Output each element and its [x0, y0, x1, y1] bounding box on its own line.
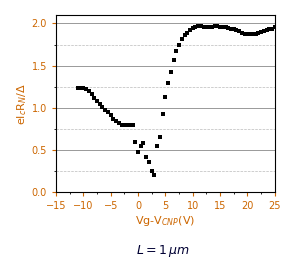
Point	[152, 173, 157, 177]
Point	[215, 24, 220, 28]
Text: $L=1\,\mu m$: $L=1\,\mu m$	[136, 243, 189, 259]
Point	[231, 27, 236, 32]
Point	[133, 139, 138, 144]
Point	[185, 31, 190, 35]
Point	[92, 96, 96, 100]
Point	[218, 25, 222, 29]
Point	[264, 28, 269, 32]
Point	[179, 36, 184, 41]
Point	[84, 87, 89, 92]
Point	[201, 25, 206, 29]
Point	[207, 25, 211, 29]
Point	[130, 123, 135, 127]
Point	[103, 107, 107, 112]
Point	[141, 141, 146, 146]
Point	[210, 25, 214, 29]
Point	[223, 25, 228, 29]
Point	[119, 123, 124, 127]
Point	[221, 25, 225, 29]
Point	[256, 31, 261, 35]
Point	[253, 31, 258, 36]
Point	[245, 32, 250, 36]
Point	[139, 144, 143, 148]
Point	[267, 27, 272, 32]
Point	[100, 105, 105, 109]
Point	[196, 24, 201, 28]
Point	[114, 119, 118, 123]
Point	[239, 31, 244, 35]
Point	[237, 29, 242, 33]
Point	[136, 150, 140, 154]
Point	[242, 31, 247, 36]
Point	[149, 169, 154, 173]
Point	[97, 102, 102, 107]
Point	[155, 144, 160, 148]
Point	[272, 25, 277, 29]
X-axis label: Vg-V$_{CNP}$(V): Vg-V$_{CNP}$(V)	[135, 214, 195, 228]
Point	[125, 123, 129, 127]
Point	[95, 99, 99, 103]
Point	[75, 86, 80, 90]
Point	[177, 42, 181, 47]
Point	[157, 135, 162, 140]
Point	[117, 121, 121, 125]
Point	[234, 28, 239, 32]
Point	[188, 28, 192, 32]
Point	[168, 69, 173, 74]
Point	[226, 25, 231, 30]
Point	[163, 95, 168, 99]
Point	[160, 112, 165, 116]
Point	[204, 25, 209, 29]
Point	[128, 123, 132, 127]
Point	[111, 117, 116, 121]
Point	[81, 85, 86, 90]
Point	[182, 33, 187, 38]
Point	[250, 31, 255, 36]
Point	[166, 80, 170, 85]
Point	[89, 92, 94, 96]
Point	[106, 110, 110, 114]
Point	[171, 58, 176, 62]
Point	[174, 49, 179, 53]
Point	[270, 26, 274, 31]
Point	[108, 112, 113, 117]
Point	[78, 86, 83, 90]
Point	[190, 25, 195, 30]
Point	[86, 89, 91, 93]
Y-axis label: eI$_c$R$_N$/Δ: eI$_c$R$_N$/Δ	[15, 83, 29, 125]
Point	[261, 29, 266, 33]
Point	[193, 25, 198, 29]
Point	[212, 24, 217, 28]
Point	[259, 30, 263, 34]
Point	[122, 123, 127, 127]
Point	[248, 32, 252, 36]
Point	[229, 26, 233, 31]
Point	[144, 155, 149, 159]
Point	[147, 160, 151, 164]
Point	[199, 24, 203, 28]
